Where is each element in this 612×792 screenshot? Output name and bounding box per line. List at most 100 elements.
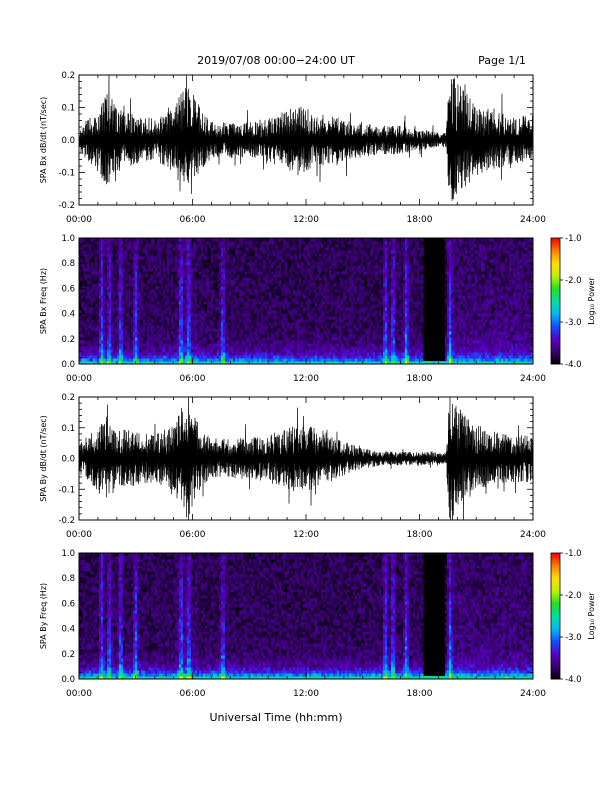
spectrogram-cell bbox=[253, 256, 255, 259]
spectrogram-cell bbox=[151, 265, 153, 268]
spectrogram-cell bbox=[213, 274, 215, 277]
spectrogram-cell bbox=[191, 307, 193, 310]
spectrogram-cell bbox=[287, 259, 289, 262]
spectrogram-cell bbox=[193, 262, 195, 265]
spectrogram-cell bbox=[171, 328, 173, 331]
spectrogram-cell bbox=[145, 286, 147, 289]
spectrogram-cell bbox=[179, 301, 181, 304]
spectrogram-cell bbox=[143, 352, 145, 355]
spectrogram-cell bbox=[217, 286, 219, 289]
spectrogram-cell bbox=[101, 274, 103, 277]
spectrogram-cell bbox=[293, 334, 295, 337]
spectrogram-cell bbox=[141, 313, 143, 316]
spectrogram-cell bbox=[87, 247, 89, 250]
spectrogram-cell bbox=[299, 328, 301, 331]
spectrogram-cell bbox=[219, 259, 221, 262]
spectrogram-cell bbox=[211, 292, 213, 295]
spectrogram-cell bbox=[249, 289, 251, 292]
spectrogram-cell bbox=[211, 319, 213, 322]
spectrogram-cell bbox=[103, 292, 105, 295]
spectrogram-cell bbox=[95, 250, 97, 253]
spectrogram-cell bbox=[117, 256, 119, 259]
spectrogram-cell bbox=[153, 316, 155, 319]
spectrogram-cell bbox=[275, 268, 277, 271]
spectrogram-cell bbox=[277, 349, 279, 352]
spectrogram-cell bbox=[257, 331, 259, 334]
spectrogram-cell bbox=[201, 352, 203, 355]
spectrogram-cell bbox=[299, 319, 301, 322]
spectrogram-cell bbox=[155, 259, 157, 262]
spectrogram-cell bbox=[259, 292, 261, 295]
spectrogram-cell bbox=[245, 316, 247, 319]
spectrogram-cell bbox=[97, 277, 99, 280]
spectrogram-cell bbox=[169, 283, 171, 286]
spectrogram-cell bbox=[191, 283, 193, 286]
spectrogram-cell bbox=[93, 307, 95, 310]
spectrogram-cell bbox=[89, 286, 91, 289]
spectrogram-cell bbox=[195, 268, 197, 271]
spectrogram-cell bbox=[271, 247, 273, 250]
spectrogram-cell bbox=[243, 343, 245, 346]
spectrogram-cell bbox=[193, 340, 195, 343]
spectrogram-cell bbox=[193, 244, 195, 247]
spectrogram-cell bbox=[227, 331, 229, 334]
spectrogram-cell bbox=[265, 307, 267, 310]
spectrogram-cell bbox=[149, 265, 151, 268]
spectrogram-cell bbox=[125, 274, 127, 277]
spectrogram-cell bbox=[179, 355, 181, 358]
spectrogram-cell bbox=[207, 265, 209, 268]
spectrogram-cell bbox=[191, 244, 193, 247]
spectrogram-cell bbox=[247, 343, 249, 346]
spectrogram-cell bbox=[297, 346, 299, 349]
spectrogram-cell bbox=[271, 349, 273, 352]
spectrogram-cell bbox=[117, 262, 119, 265]
spectrogram-cell bbox=[181, 343, 183, 346]
spectrogram-cell bbox=[139, 241, 141, 244]
spectrogram-cell bbox=[195, 343, 197, 346]
spectrogram-cell bbox=[227, 349, 229, 352]
spectrogram-cell bbox=[285, 346, 287, 349]
spectrogram-cell bbox=[177, 295, 179, 298]
spectrogram-cell bbox=[221, 319, 223, 322]
spectrogram-cell bbox=[123, 316, 125, 319]
spectrogram-cell bbox=[307, 331, 309, 334]
spectrogram-cell bbox=[147, 325, 149, 328]
spectrogram-cell bbox=[179, 250, 181, 253]
spectrogram-cell bbox=[177, 280, 179, 283]
spectrogram-cell bbox=[97, 355, 99, 358]
spectrogram-cell bbox=[235, 355, 237, 358]
spectrogram-cell bbox=[155, 241, 157, 244]
spectrogram-cell bbox=[269, 280, 271, 283]
spectrogram-cell bbox=[89, 316, 91, 319]
spectrogram-cell bbox=[91, 277, 93, 280]
spectrogram-cell bbox=[111, 268, 113, 271]
spectrogram-cell bbox=[293, 325, 295, 328]
spectrogram-cell bbox=[229, 355, 231, 358]
spectrogram-cell bbox=[111, 316, 113, 319]
spectrogram-cell bbox=[311, 334, 313, 337]
spectrogram-cell bbox=[239, 301, 241, 304]
spectrogram-cell bbox=[301, 355, 303, 358]
spectrogram-cell bbox=[155, 349, 157, 352]
spectrogram-cell bbox=[273, 292, 275, 295]
spectrogram-cell bbox=[145, 316, 147, 319]
spectrogram-cell bbox=[165, 280, 167, 283]
spectrogram-cell bbox=[171, 247, 173, 250]
spectrogram-cell bbox=[107, 328, 109, 331]
spectrogram-cell bbox=[103, 325, 105, 328]
spectrogram-cell bbox=[203, 343, 205, 346]
spectrogram-cell bbox=[121, 253, 123, 256]
spectrogram-cell bbox=[239, 295, 241, 298]
spectrogram-cell bbox=[291, 325, 293, 328]
spectrogram-cell bbox=[257, 301, 259, 304]
spectrogram-cell bbox=[135, 316, 137, 319]
spectrogram-cell bbox=[263, 331, 265, 334]
spectrogram-cell bbox=[189, 259, 191, 262]
spectrogram-cell bbox=[167, 343, 169, 346]
spectrogram-cell bbox=[147, 292, 149, 295]
spectrogram-cell bbox=[161, 271, 163, 274]
spectrogram-cell bbox=[163, 334, 165, 337]
spectrogram-cell bbox=[297, 349, 299, 352]
spectrogram-cell bbox=[177, 247, 179, 250]
spectrogram-cell bbox=[161, 325, 163, 328]
